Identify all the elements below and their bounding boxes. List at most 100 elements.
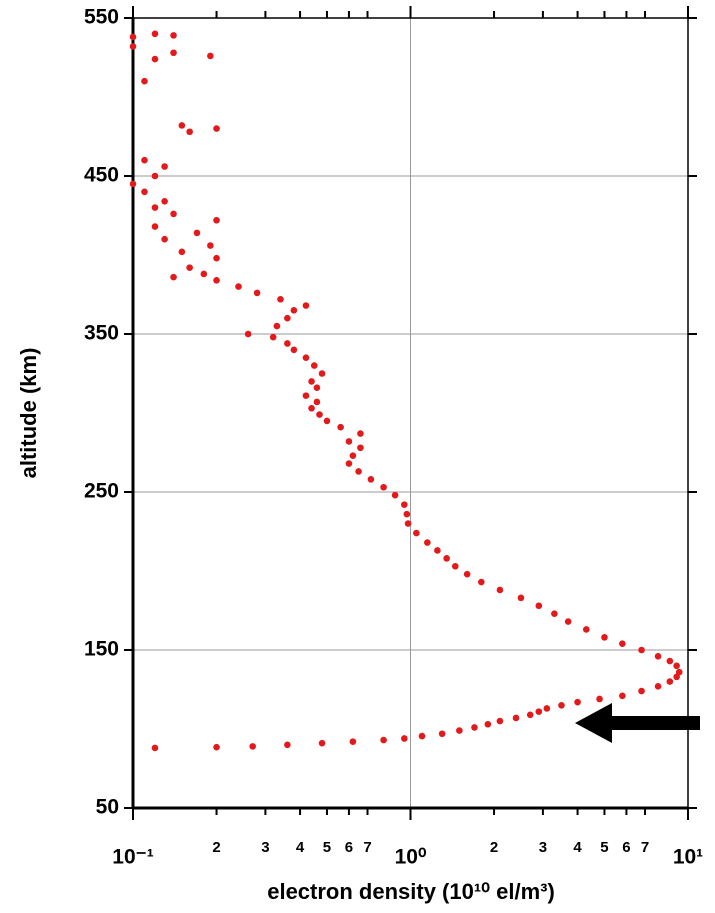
data-point	[403, 510, 411, 518]
data-point	[161, 197, 168, 205]
data-point	[666, 657, 674, 665]
x-tick-label: 10⁻¹	[112, 846, 153, 869]
data-point	[512, 714, 520, 722]
data-point	[654, 683, 662, 690]
data-point	[675, 668, 683, 676]
x-tick-label: 4	[296, 839, 305, 856]
data-point	[434, 547, 441, 554]
data-point	[471, 724, 478, 731]
data-point	[151, 744, 159, 752]
data-point	[178, 248, 186, 256]
data-point	[170, 32, 177, 39]
data-point	[249, 743, 257, 750]
data-point	[284, 314, 291, 322]
data-point	[401, 735, 408, 742]
x-tick-label: 3	[539, 839, 547, 856]
data-point	[619, 640, 626, 647]
x-tick-label: 10¹	[673, 846, 703, 869]
data-point	[418, 732, 426, 740]
data-point	[141, 156, 148, 164]
data-point	[129, 180, 137, 188]
data-point	[313, 384, 321, 392]
annotation-arrow	[575, 703, 700, 743]
data-point	[558, 702, 565, 709]
x-axis-label: electron density (10¹⁰ el/m³)	[267, 879, 555, 904]
y-tick-label: 150	[84, 638, 119, 661]
data-point	[451, 562, 459, 570]
data-point	[357, 430, 364, 437]
data-point	[526, 711, 534, 719]
data-point	[290, 346, 298, 354]
x-tick-label: 4	[573, 839, 582, 856]
data-point	[582, 626, 590, 633]
x-tick-label: 10⁰	[395, 846, 427, 869]
data-point	[151, 204, 159, 211]
data-point	[443, 555, 450, 562]
data-point	[141, 188, 148, 196]
data-point	[308, 404, 315, 412]
y-axis-label: altitude (km)	[16, 348, 41, 479]
y-tick-label: 450	[84, 164, 119, 187]
data-point	[213, 254, 220, 262]
data-point	[456, 727, 463, 734]
data-point	[666, 678, 674, 685]
data-point	[355, 468, 362, 475]
x-tick-label: 2	[212, 839, 220, 856]
data-point	[178, 122, 186, 129]
data-point	[193, 229, 201, 237]
data-point	[318, 370, 326, 377]
y-tick-label: 50	[96, 796, 119, 819]
data-point	[269, 333, 277, 341]
data-point	[638, 687, 645, 695]
data-point	[302, 354, 310, 362]
x-tick-label: 5	[600, 839, 608, 856]
data-point	[380, 736, 387, 744]
data-point	[213, 276, 220, 284]
data-point	[170, 273, 177, 281]
data-point	[367, 476, 375, 483]
data-point	[380, 483, 387, 491]
data-point	[401, 501, 408, 508]
data-point	[151, 223, 159, 230]
data-point	[551, 610, 558, 617]
data-point	[478, 578, 485, 586]
data-point	[308, 378, 315, 385]
x-tick-label: 2	[490, 839, 498, 856]
data-point	[213, 125, 220, 132]
data-point	[424, 539, 431, 546]
data-point	[161, 163, 168, 170]
data-point	[200, 270, 208, 278]
y-tick-label: 250	[84, 480, 119, 503]
x-tick-label: 6	[622, 839, 630, 856]
data-point	[161, 235, 168, 243]
data-point	[357, 444, 364, 452]
data-point	[290, 307, 298, 314]
y-tick-label: 350	[84, 322, 119, 345]
data-point	[253, 289, 261, 297]
data-point	[151, 30, 159, 38]
data-point	[574, 698, 581, 706]
x-tick-label: 7	[363, 839, 371, 856]
data-point	[345, 438, 353, 445]
data-point	[284, 340, 291, 347]
data-point	[310, 362, 318, 369]
data-point	[484, 720, 492, 728]
data-point	[213, 743, 220, 751]
data-point	[638, 646, 645, 654]
data-point	[186, 128, 193, 136]
data-point	[207, 52, 214, 60]
x-tick-label: 3	[261, 839, 269, 856]
data-point	[543, 705, 551, 712]
data-point	[141, 77, 148, 85]
data-point	[207, 242, 214, 249]
data-point	[564, 618, 572, 625]
data-point	[244, 330, 252, 338]
data-point	[318, 739, 326, 747]
data-point	[349, 452, 357, 459]
data-point	[601, 634, 608, 641]
data-point	[345, 460, 353, 467]
data-point	[673, 662, 680, 670]
data-point	[302, 392, 310, 399]
x-tick-label: 6	[345, 839, 353, 856]
